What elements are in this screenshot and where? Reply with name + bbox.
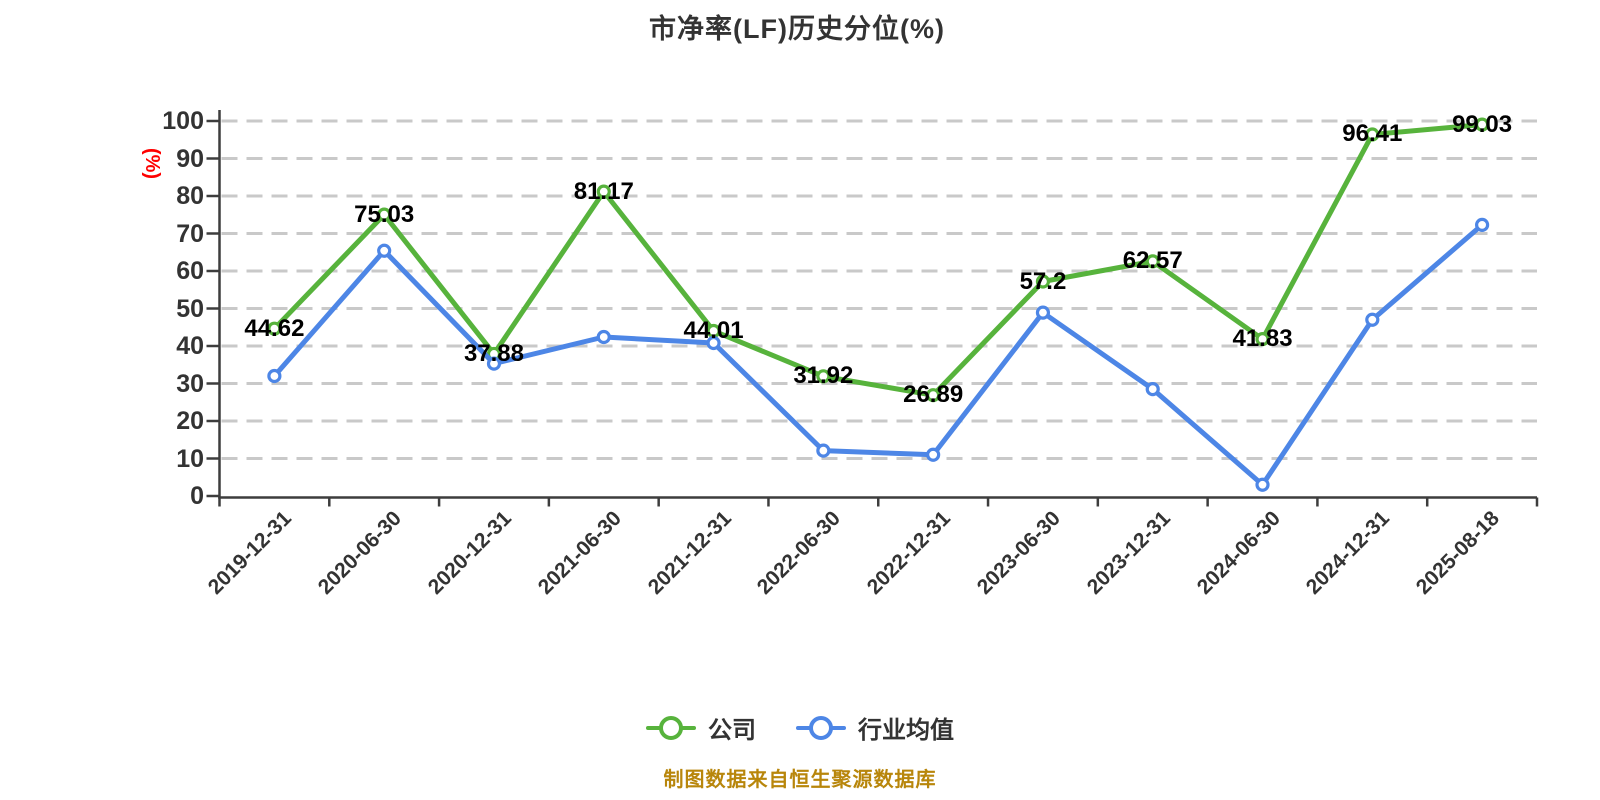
y-tick-label: 70 — [176, 219, 204, 248]
y-tick-label: 30 — [176, 369, 204, 398]
industry-average-point[interactable] — [1475, 217, 1490, 232]
legend-label-industry-average: 行业均值 — [858, 717, 954, 744]
industry-average-point[interactable] — [1145, 382, 1160, 397]
industry-average-point[interactable] — [596, 329, 611, 345]
industry-average-line — [271, 222, 1485, 488]
industry-average-point[interactable] — [706, 335, 721, 351]
company-point[interactable] — [1475, 117, 1490, 132]
legend-item-company[interactable]: 公司 — [646, 710, 756, 745]
legend: 公司 行业均值 — [0, 710, 1600, 745]
company-line-marker-icon — [646, 715, 696, 741]
y-tick-label: 80 — [176, 182, 204, 210]
y-tick-label: 0 — [190, 482, 204, 510]
company-line — [271, 122, 1485, 398]
legend-item-industry-average[interactable]: 行业均值 — [796, 710, 954, 745]
company-point[interactable] — [267, 321, 282, 336]
data-source-note: 制图数据来自恒生聚源数据库 — [663, 769, 937, 791]
y-tick-label: 100 — [162, 107, 204, 135]
y-tick-label: 50 — [176, 294, 204, 323]
company-point[interactable] — [596, 184, 611, 199]
y-tick-label: 60 — [176, 257, 204, 285]
company-point[interactable] — [926, 388, 941, 403]
y-tick-label: 20 — [176, 407, 204, 435]
industry-average-line-marker-icon — [796, 715, 846, 741]
company-point[interactable] — [706, 323, 721, 339]
y-tick-label: 90 — [176, 144, 204, 173]
legend-label-company: 公司 — [708, 717, 756, 744]
industry-average-point[interactable] — [1255, 477, 1270, 492]
industry-average-point[interactable] — [926, 447, 941, 462]
industry-average-point[interactable] — [486, 356, 502, 371]
company-point[interactable] — [1145, 254, 1160, 269]
y-tick-label: 10 — [176, 444, 204, 473]
industry-average-point[interactable] — [1035, 305, 1051, 320]
industry-average-point[interactable] — [267, 368, 282, 384]
company-point[interactable] — [816, 369, 831, 384]
chart-title: 市净率(LF)历史分位(%) — [649, 14, 945, 44]
y-tick-label: 40 — [176, 332, 204, 360]
company-point[interactable] — [1255, 332, 1270, 347]
industry-average-point[interactable] — [1365, 312, 1380, 327]
industry-average-point[interactable] — [816, 443, 831, 458]
company-point[interactable] — [1035, 274, 1051, 289]
company-point[interactable] — [377, 207, 392, 222]
industry-average-point[interactable] — [377, 243, 392, 258]
company-point[interactable] — [1365, 127, 1380, 142]
